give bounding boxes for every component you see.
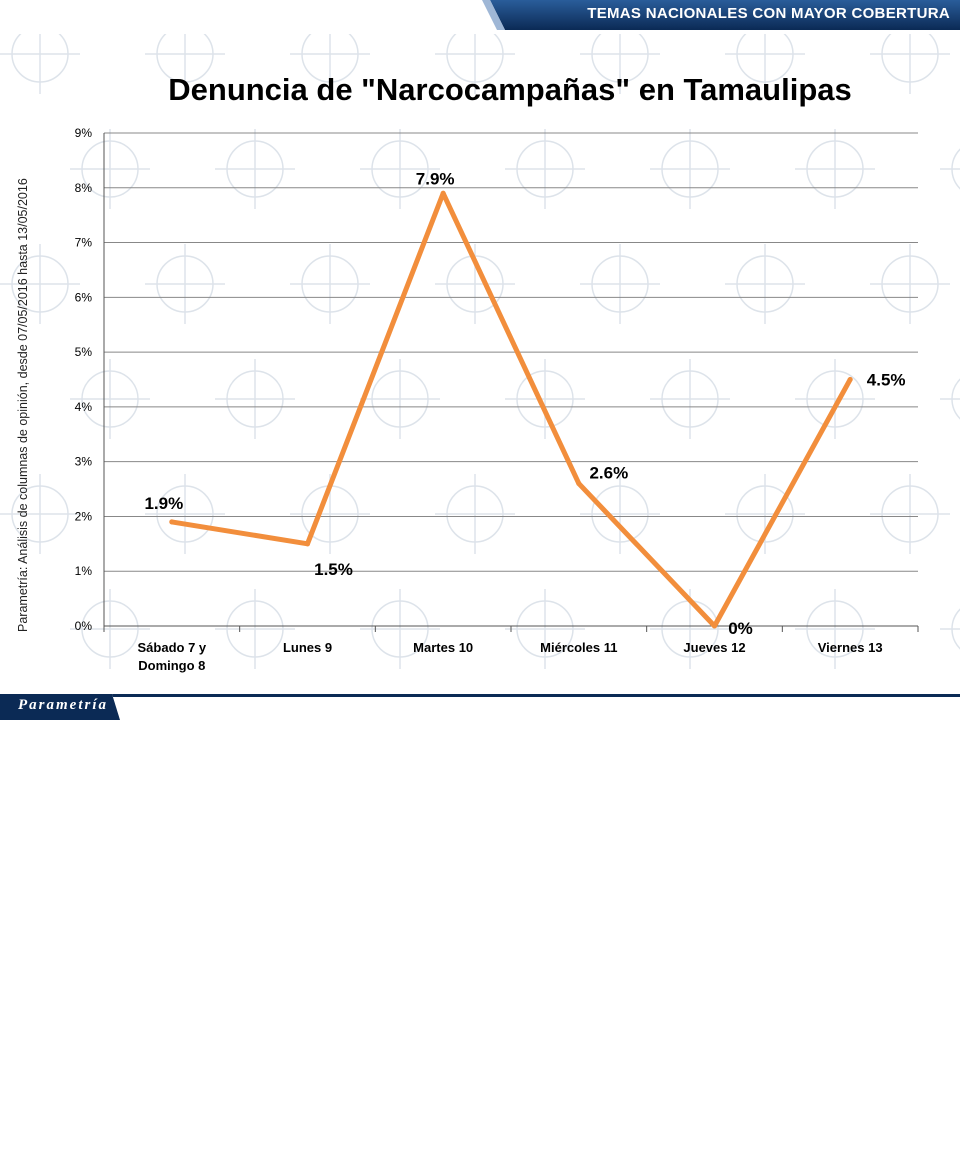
data-label: 4.5% (867, 371, 906, 390)
data-label: 7.9% (416, 169, 455, 188)
line-chart: 0% 1% 2% 3% 4% 5% 6% 7% 8% 9% Sábado 7 y Domingo 8… (75, 126, 919, 673)
y-tick-label: 2% (75, 509, 93, 523)
parametria-logo: Parametría (18, 697, 108, 713)
x-tick-label-line: Domingo 8 (138, 658, 205, 673)
y-tick-label: 6% (75, 290, 93, 304)
header-bar: TEMAS NACIONALES CON MAYOR COBERTURA (0, 0, 960, 34)
data-label: 1.5% (314, 560, 353, 579)
data-label: 0% (728, 619, 753, 638)
section-tag: TEMAS NACIONALES CON MAYOR COBERTURA (587, 5, 950, 22)
x-tick-label: Viernes 13 (818, 640, 883, 655)
y-tick-label: 9% (75, 126, 93, 140)
series-line (169, 190, 853, 629)
y-tick-label: 3% (75, 455, 93, 469)
x-tick-label-line: Miércoles 11 (540, 640, 617, 655)
data-point (169, 519, 175, 525)
x-tick-label-line: Viernes 13 (818, 640, 883, 655)
header-bar-shape (482, 0, 960, 30)
data-label: 2.6% (589, 464, 628, 483)
y-tick-label: 7% (75, 236, 93, 250)
y-tick-label: 5% (75, 345, 93, 359)
data-point (712, 623, 717, 629)
data-label: 1.9% (144, 494, 183, 513)
x-tick-label-line: Lunes 9 (283, 640, 332, 655)
chart-title: Denuncia de "Narcocampañas" en Tamaulipa… (168, 72, 852, 107)
x-tick-label-line: Martes 10 (413, 640, 473, 655)
data-point (440, 190, 446, 196)
y-tick-label: 1% (75, 564, 93, 578)
x-tick-label: Sábado 7 y Domingo 8 (138, 640, 207, 673)
footer-bar (0, 694, 960, 720)
x-tick-label: Martes 10 (413, 640, 473, 655)
x-tick-label: Lunes 9 (283, 640, 332, 655)
data-point (847, 377, 853, 382)
x-tick-label-line: Jueves 12 (683, 640, 745, 655)
x-tick-label: Jueves 12 (683, 640, 745, 655)
x-tick-label: Miércoles 11 (540, 640, 617, 655)
data-point (305, 541, 310, 547)
y-tick-label: 0% (75, 619, 93, 633)
footer-bar-shape (0, 694, 960, 720)
data-point (576, 481, 582, 487)
y-tick-label: 4% (75, 400, 93, 414)
y-tick-label: 8% (75, 181, 93, 195)
x-tick-label-line: Sábado 7 y (138, 640, 207, 655)
